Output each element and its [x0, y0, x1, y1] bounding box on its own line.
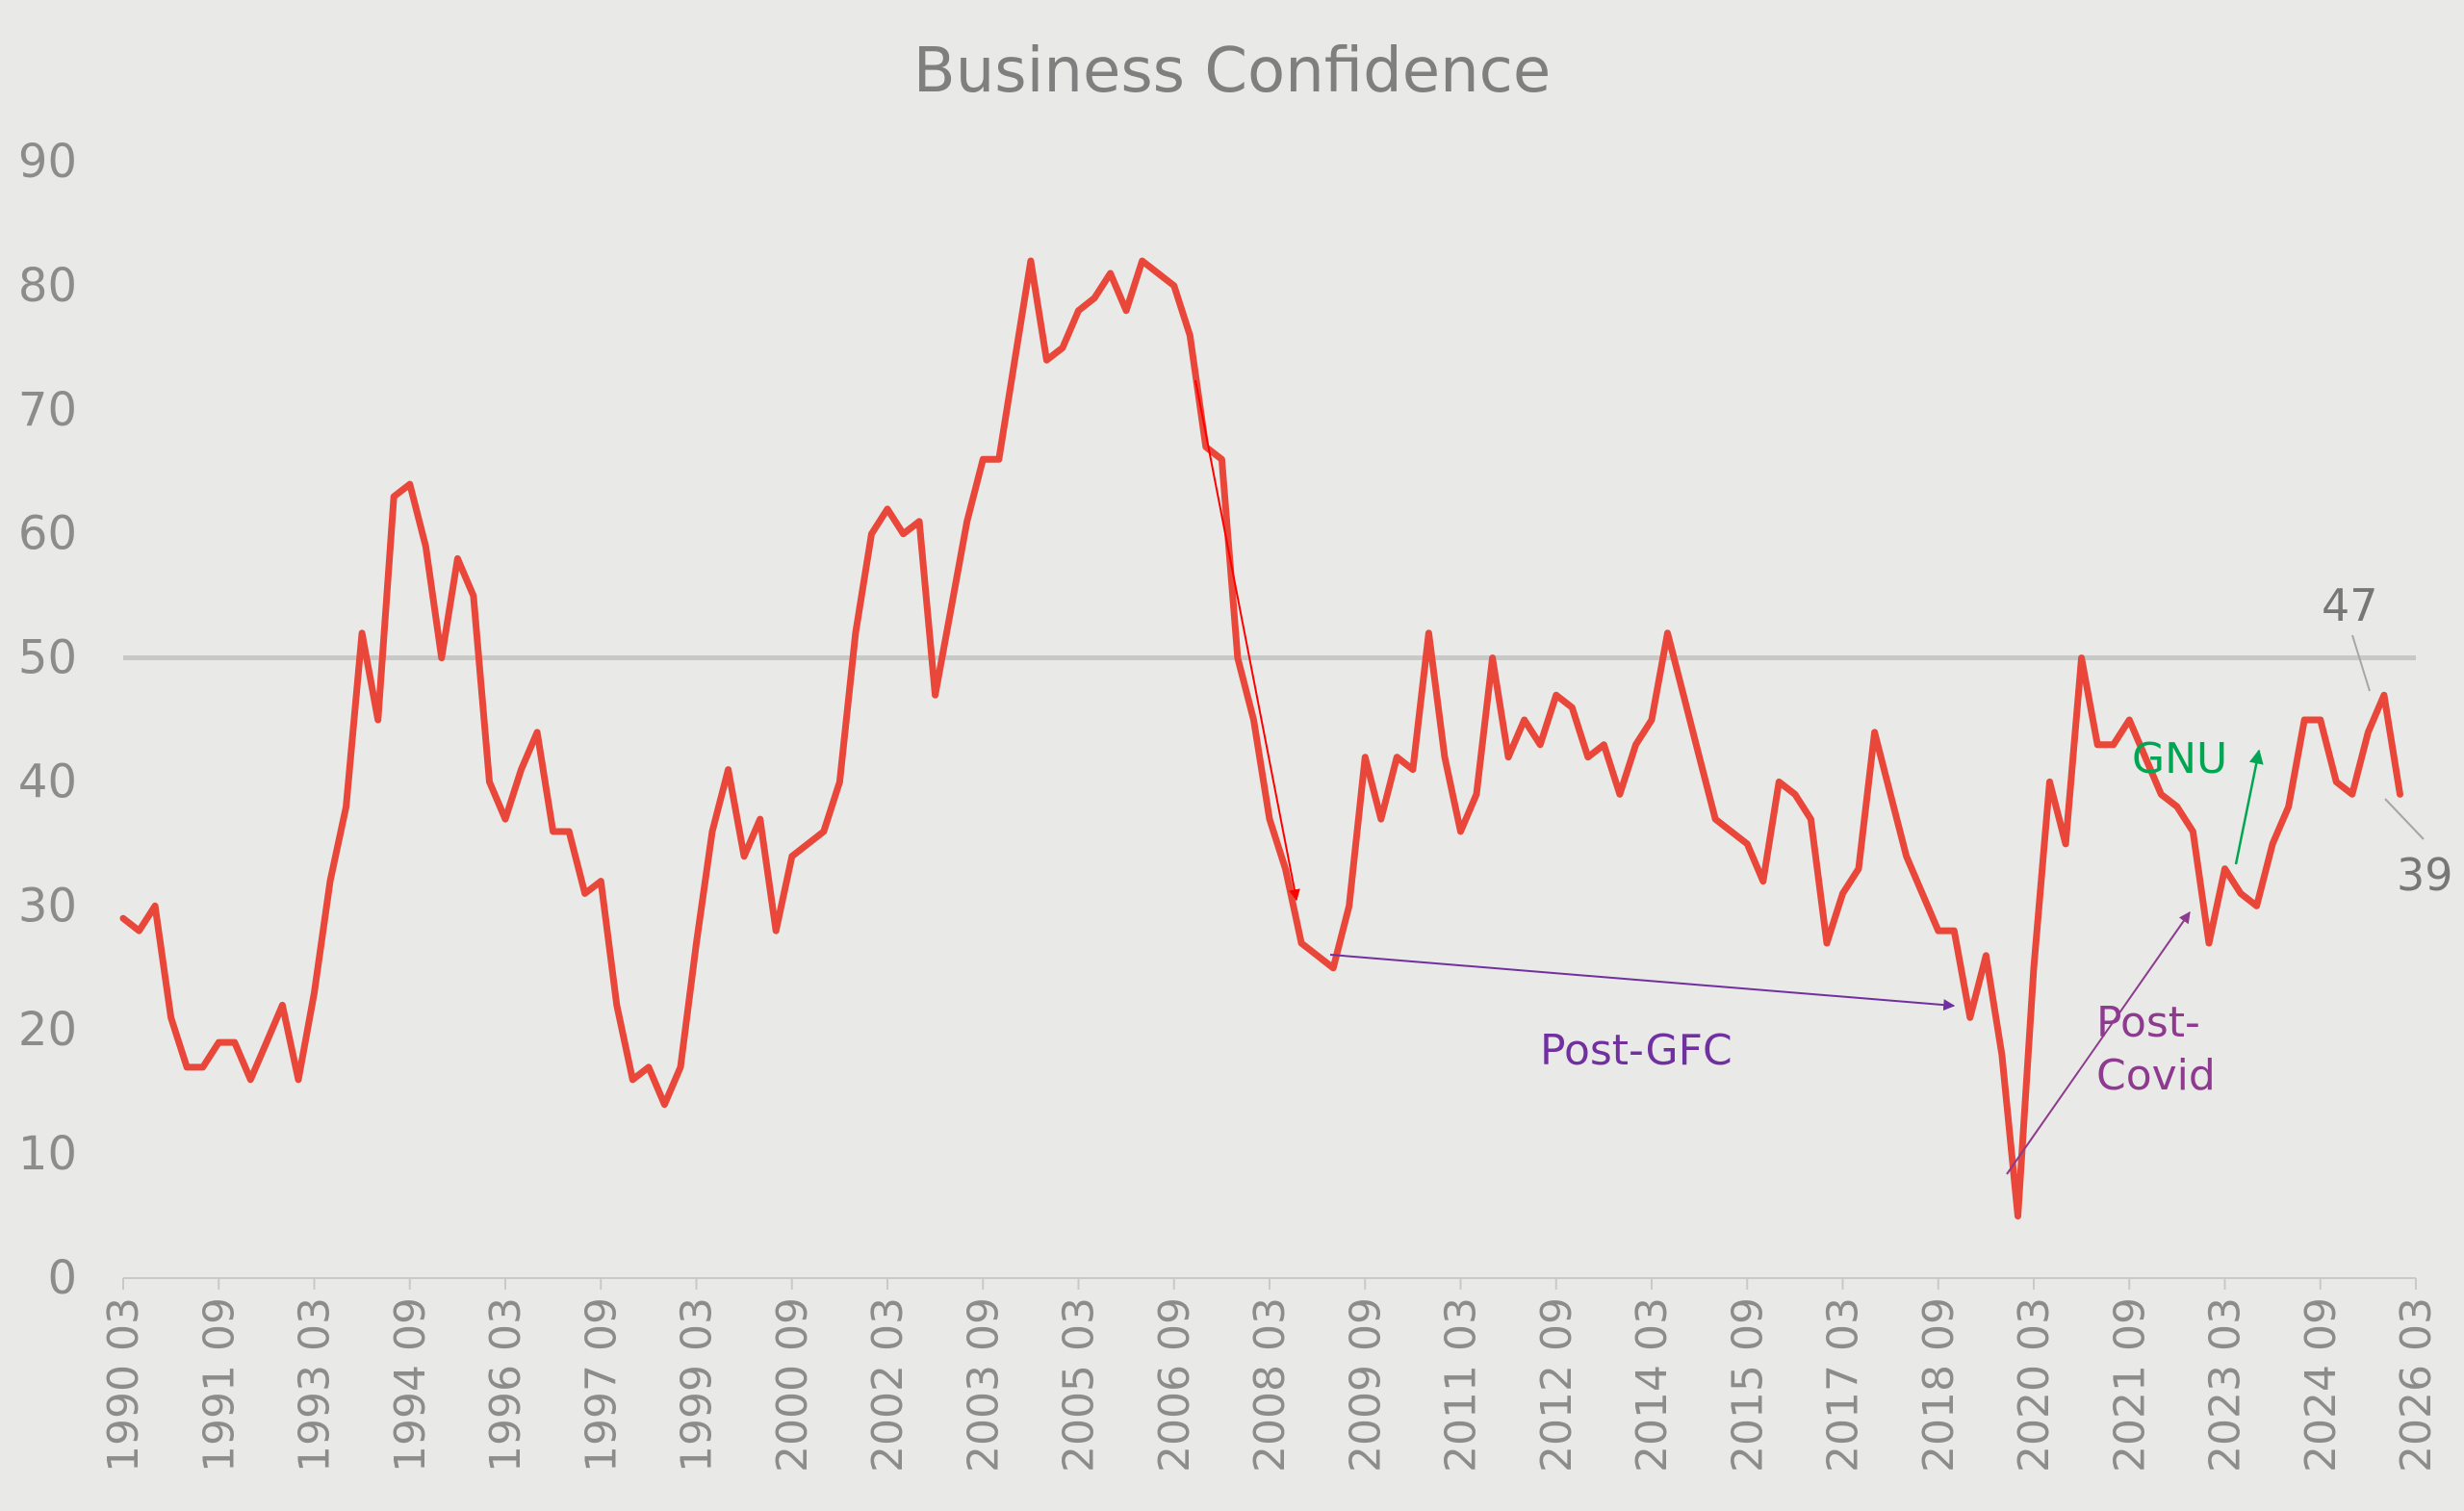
gnu-arrow [2234, 749, 2264, 865]
x-tick-label: 2011 03 [1437, 1297, 1486, 1473]
y-axis: 0 10 20 30 40 50 60 70 80 90 [18, 135, 77, 1305]
gnu-label: GNU [2132, 734, 2227, 783]
x-tick-label: 2006 09 [1150, 1297, 1199, 1473]
x-tick-label: 2026 03 [2392, 1297, 2441, 1473]
x-axis: 1990 03 1991 09 1993 03 1994 09 1996 03 1997 … [99, 1277, 2441, 1473]
series-line [119, 257, 2403, 1220]
x-tick-label: 2014 03 [1628, 1297, 1677, 1473]
x-tick-label: 2023 03 [2201, 1297, 2250, 1473]
y-tick-label: 60 [18, 507, 77, 561]
x-tick-label: 2012 09 [1532, 1297, 1581, 1473]
x-tick-label: 2015 09 [1723, 1297, 1772, 1473]
chart-title: Business Confidence [913, 36, 1551, 107]
y-tick-label: 80 [18, 259, 77, 313]
x-tick-label: 1999 03 [673, 1297, 722, 1473]
post-covid-label-line1: Post- [2096, 998, 2200, 1047]
x-tick-label: 2024 09 [2297, 1297, 2346, 1473]
x-tick-label: 2002 03 [863, 1297, 912, 1473]
x-tick-label: 1997 09 [577, 1297, 626, 1473]
x-tick-label: 2008 03 [1245, 1297, 1295, 1473]
y-tick-label: 10 [18, 1127, 77, 1181]
x-tick-label: 1990 03 [99, 1297, 148, 1473]
x-tick-label: 1991 09 [194, 1297, 244, 1473]
post-gfc-arrow [1329, 954, 1956, 1012]
x-tick-label: 2021 09 [2105, 1297, 2154, 1473]
y-tick-label: 50 [18, 631, 77, 685]
series-group [119, 257, 2403, 1220]
post-covid-arrow [2006, 911, 2191, 1175]
x-tick-label: 2000 09 [768, 1297, 817, 1473]
y-tick-label: 20 [18, 1003, 77, 1057]
y-tick-label: 40 [18, 755, 77, 808]
x-tick-label: 1993 03 [291, 1297, 340, 1473]
label-47-leader [2351, 634, 2371, 692]
post-gfc-label: Post-GFC [1540, 1026, 1732, 1075]
x-tick-label: 2018 09 [1914, 1297, 1964, 1473]
y-tick-label: 70 [18, 383, 77, 437]
x-tick-label: 2003 09 [959, 1297, 1008, 1473]
x-tick-label: 2009 09 [1341, 1297, 1390, 1473]
end-label-47: 47 [2322, 579, 2378, 631]
end-label-39: 39 [2397, 849, 2453, 901]
x-tick-label: 2005 03 [1055, 1297, 1104, 1473]
x-tick-label: 2020 03 [2010, 1297, 2059, 1473]
y-tick-label: 90 [18, 135, 77, 189]
y-tick-label: 30 [18, 879, 77, 933]
post-covid-label-line2: Covid [2096, 1051, 2216, 1100]
x-tick-label: 2017 03 [1819, 1297, 1868, 1473]
x-tick-label: 1996 03 [481, 1297, 530, 1473]
x-tick-label: 1994 09 [386, 1297, 435, 1473]
y-tick-label: 0 [47, 1251, 77, 1305]
label-39-leader [2384, 798, 2425, 840]
red-arrow [1194, 379, 1300, 902]
